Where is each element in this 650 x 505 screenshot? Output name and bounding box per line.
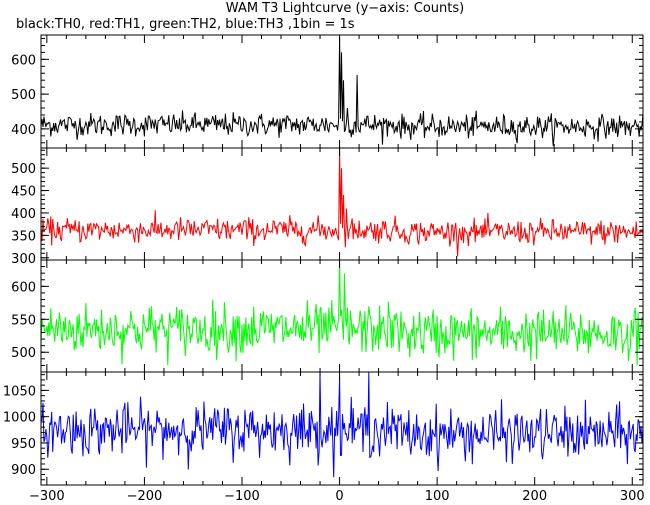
x-tick-label: −300	[29, 489, 65, 504]
panel-th1: 300 350 400 450 500	[11, 147, 644, 267]
x-tick-label: 300	[620, 489, 645, 504]
chart-title: WAM T3 Lightcurve (y−axis: Counts)	[226, 1, 464, 16]
y-tick-label: 900	[11, 463, 36, 478]
x-tick-label: 100	[425, 489, 450, 504]
x-tick-label: −200	[127, 489, 163, 504]
y-tick-label: 400	[11, 207, 36, 222]
y-tick-label: 1050	[3, 384, 36, 399]
y-tick-label: 600	[11, 53, 36, 68]
y-tick-label: 550	[11, 313, 36, 328]
x-tick-label: 200	[522, 489, 547, 504]
y-tick-label: 500	[11, 162, 36, 177]
y-tick-label: 500	[11, 88, 36, 103]
chart-subtitle: black:TH0, red:TH1, green:TH2, blue:TH3 …	[16, 17, 355, 32]
y-tick-label: 300	[11, 252, 36, 267]
y-tick-label: 450	[11, 185, 36, 200]
panels-group: 400 500 600 300 350 400 450 500 500 550 600 900 950 1…	[3, 34, 644, 486]
x-tick-label: 0	[335, 489, 343, 504]
y-tick-label: 950	[11, 437, 36, 452]
y-tick-label: 350	[11, 229, 36, 244]
panel-th2: 500 550 600	[11, 259, 644, 373]
panel-frame	[40, 371, 644, 486]
series-line-th1	[41, 148, 643, 257]
series-line-th0	[41, 36, 643, 147]
x-tick-label: −100	[224, 489, 260, 504]
series-line-th2	[41, 260, 643, 366]
y-tick-label: 500	[11, 346, 36, 361]
series-line-th3	[41, 372, 643, 478]
y-tick-label: 600	[11, 280, 36, 295]
y-tick-label: 1000	[3, 411, 36, 426]
panel-th3: 900 950 1000 1050	[3, 371, 644, 486]
y-tick-label: 400	[11, 123, 36, 138]
panel-th0: 400 500 600	[11, 34, 644, 149]
x-axis: −300 −200 −100 0 100 200 300	[29, 489, 645, 504]
